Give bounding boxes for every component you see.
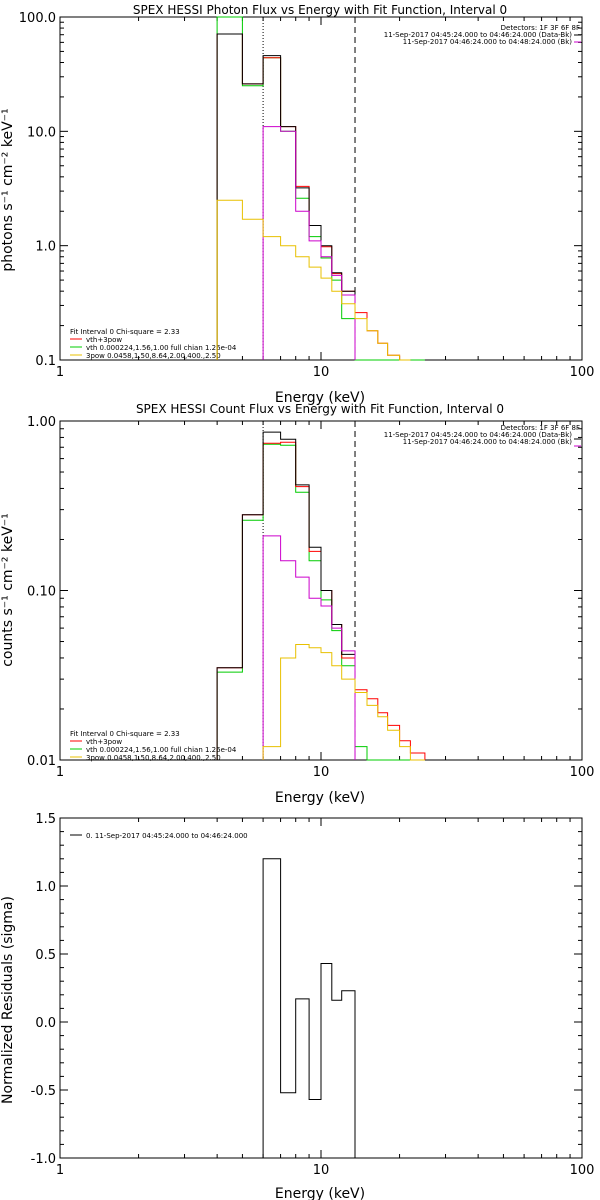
x-tick-label: 100 (570, 365, 595, 380)
series-black (216, 431, 356, 760)
legend-label-red: vth+3pow (86, 738, 122, 746)
y-tick-label: 0.0 (35, 1016, 56, 1031)
legend-label-yellow: 3pow 0.0458,1.50,8.64,2.00,400.,2.50 (86, 754, 221, 762)
detectors-label: Detectors: 1F 3F 6F 8F (501, 24, 580, 32)
y-tick-label: 0.01 (27, 754, 56, 769)
legend-header: Fit Interval 0 Chi-square = 2.33 (70, 328, 180, 336)
y-tick-label: 1.5 (35, 812, 56, 827)
y-tick-label: 1.00 (27, 415, 56, 430)
series-black (262, 858, 356, 1158)
x-axis-label: Energy (keV) (275, 790, 365, 806)
x-axis-label: Energy (keV) (275, 390, 365, 406)
legend-label-black: 0. 11-Sep-2017 04:45:24.000 to 04:46:24.… (86, 832, 248, 840)
x-tick-label: 10 (313, 765, 330, 780)
x-tick-label: 1 (56, 1163, 64, 1178)
y-tick-label: 1.0 (35, 880, 56, 895)
y-tick-label: -1.0 (31, 1152, 56, 1167)
series-red (216, 33, 411, 361)
legend-header: Fit Interval 0 Chi-square = 2.33 (70, 730, 180, 738)
x-axis-label: Energy (keV) (275, 1186, 365, 1200)
y-axis-label: Normalized Residuals (sigma) (0, 896, 16, 1104)
y-axis-label: photons s⁻¹ cm⁻² keV⁻¹ (0, 108, 16, 271)
data-interval-label: 11-Sep-2017 04:45:24.000 to 04:46:24.000… (384, 431, 573, 439)
residuals-panel: Energy (keV) Normalized Residuals (sigma… (0, 812, 594, 1200)
y-tick-label: 0.1 (35, 354, 56, 369)
series-yellow (262, 644, 425, 761)
x-tick-label: 10 (313, 365, 330, 380)
series-yellow (216, 199, 411, 361)
legend-label-yellow: 3pow 0.0458,1.50,8.64,2.00,400.,2.50 (86, 352, 221, 360)
y-tick-label: 10.0 (27, 125, 56, 140)
legend-label-green: vth 0.000224,1.56,1.00 full chian 1.26e-… (86, 746, 237, 754)
x-tick-label: 100 (570, 765, 595, 780)
background-interval-label: 11-Sep-2017 04:46:24.000 to 04:48:24.000… (403, 38, 573, 46)
x-tick-label: 10 (313, 1163, 330, 1178)
x-tick-label: 100 (570, 1163, 595, 1178)
series-green (216, 16, 425, 361)
y-tick-label: 0.5 (35, 948, 56, 963)
count-flux-panel: SPEX HESSI Count Flux vs Energy with Fit… (0, 402, 594, 806)
y-tick-label: -0.5 (31, 1084, 56, 1099)
x-tick-label: 1 (56, 365, 64, 380)
y-tick-label: 0.10 (27, 585, 56, 600)
series-black (216, 33, 356, 360)
data-interval-label: 11-Sep-2017 04:45:24.000 to 04:46:24.000… (384, 31, 573, 39)
chart-title: SPEX HESSI Count Flux vs Energy with Fit… (136, 402, 504, 416)
y-tick-label: 100.0 (19, 11, 56, 26)
photon-flux-panel: SPEX HESSI Photon Flux vs Energy with Fi… (0, 3, 594, 406)
legend-label-red: vth+3pow (86, 336, 122, 344)
x-tick-label: 1 (56, 765, 64, 780)
series-magenta (262, 535, 356, 760)
series-magenta (262, 126, 356, 360)
y-tick-label: 1.0 (35, 240, 56, 255)
detectors-label: Detectors: 1F 3F 6F 8F (501, 424, 580, 432)
chart-title: SPEX HESSI Photon Flux vs Energy with Fi… (133, 3, 507, 17)
plot-frame (59, 16, 583, 361)
legend-label-green: vth 0.000224,1.56,1.00 full chian 1.26e-… (86, 344, 237, 352)
background-interval-label: 11-Sep-2017 04:46:24.000 to 04:48:24.000… (403, 438, 573, 446)
y-axis-label: counts s⁻¹ cm⁻² keV⁻¹ (0, 513, 16, 667)
